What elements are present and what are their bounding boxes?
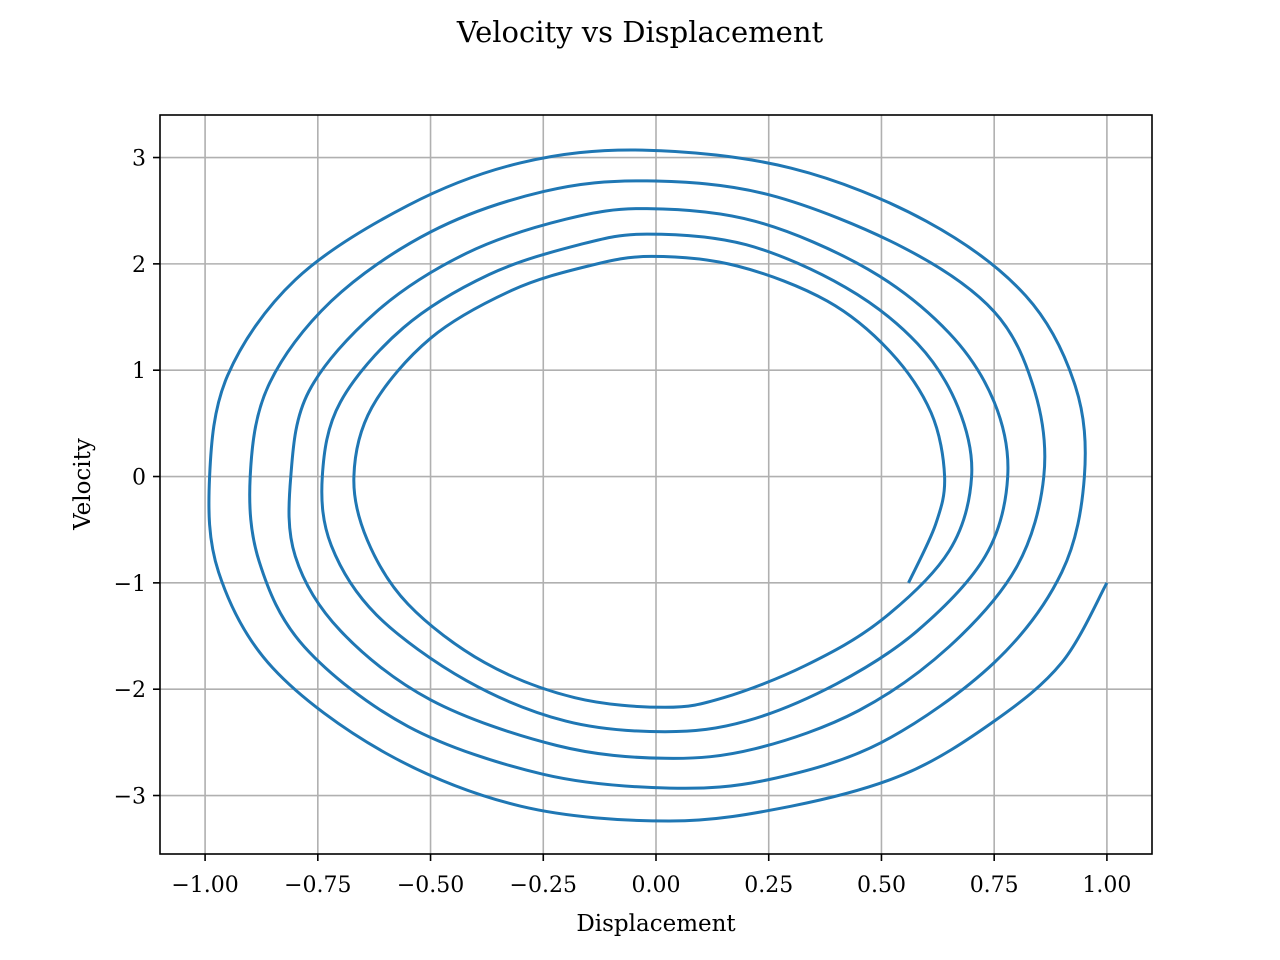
x-tick-label: −0.75 [284, 873, 351, 898]
grid [160, 115, 1152, 854]
series-line [207, 148, 1109, 823]
y-tick-label: 1 [132, 359, 146, 384]
x-tick-label: −1.00 [171, 873, 238, 898]
x-axis-label: Displacement [576, 911, 736, 937]
y-tick-label: 2 [132, 253, 146, 278]
x-tick-label: −0.25 [510, 873, 577, 898]
x-tick-label: 1.00 [1082, 873, 1131, 898]
y-tick-label: 3 [132, 147, 146, 172]
x-tick-label: −0.50 [397, 873, 464, 898]
x-tick-label: 0.75 [970, 873, 1019, 898]
y-tick-label: 0 [132, 466, 146, 491]
y-tick-label: −2 [114, 678, 146, 703]
y-tick-label: −1 [114, 572, 146, 597]
ticks: −1.00 −0.75 −0.50 −0.25 0.00 0.25 0.50 0.75 1.00… [114, 147, 1132, 898]
y-tick-label: −3 [114, 785, 146, 810]
series-layer [207, 148, 1109, 823]
x-tick-label: 0.50 [857, 873, 906, 898]
chart-title: Velocity vs Displacement [456, 15, 824, 49]
y-axis-label: Velocity [70, 438, 96, 531]
x-tick-label: 0.25 [744, 873, 793, 898]
x-tick-label: 0.00 [632, 873, 681, 898]
